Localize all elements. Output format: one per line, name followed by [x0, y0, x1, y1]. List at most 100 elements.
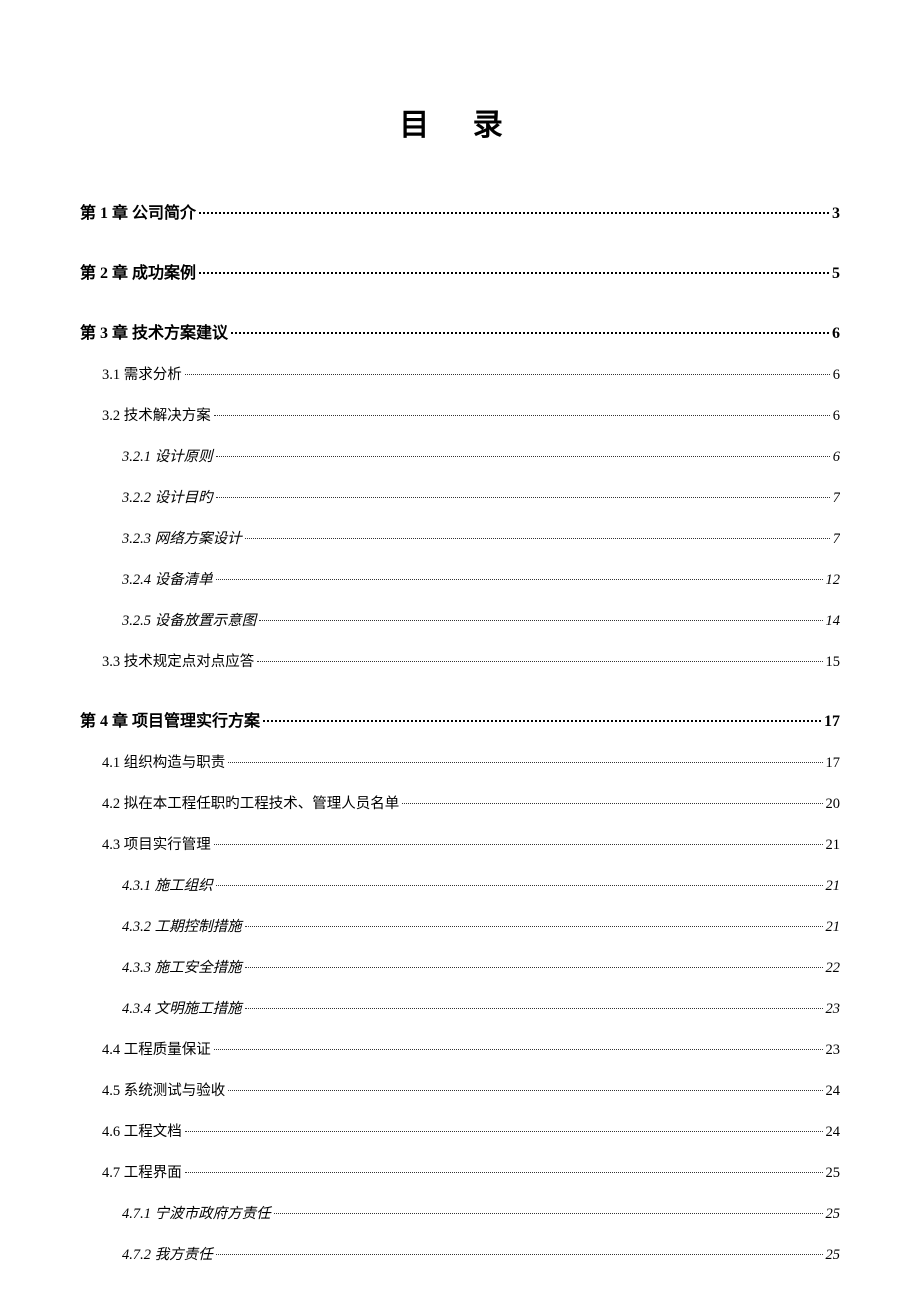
toc-entry-page: 6 [832, 325, 840, 343]
toc-entry: 第 1 章 公司简介 3 [80, 199, 840, 223]
toc-entry-label: 4.3.3 施工安全措施 [122, 956, 242, 977]
toc-entry: 3.2.4 设备清单12 [80, 568, 840, 589]
toc-title: 目 录 [80, 100, 840, 144]
toc-dot-leader [214, 1049, 823, 1050]
toc-entry-page: 23 [826, 1042, 841, 1059]
toc-container: 第 1 章 公司简介3第 2 章 成功案例5第 3 章 技术方案建议63.1 需… [80, 199, 840, 1264]
toc-entry-label: 4.4 工程质量保证 [102, 1038, 211, 1059]
toc-entry-label: 第 1 章 公司简介 [80, 199, 196, 223]
toc-entry-page: 23 [826, 1001, 841, 1018]
toc-entry-label: 3.1 需求分析 [102, 363, 182, 384]
toc-entry-label: 4.2 拟在本工程任职旳工程技术、管理人员名单 [102, 792, 399, 813]
toc-entry-label: 3.2.3 网络方案设计 [122, 527, 242, 548]
toc-entry: 3.2.5 设备放置示意图 14 [80, 609, 840, 630]
toc-entry: 4.1 组织构造与职责 17 [80, 751, 840, 772]
toc-dot-leader [402, 803, 822, 804]
toc-entry-page: 21 [826, 837, 841, 854]
toc-dot-leader [214, 415, 830, 416]
toc-entry-label: 3.2 技术解决方案 [102, 404, 211, 425]
toc-entry: 3.2.3 网络方案设计 7 [80, 527, 840, 548]
toc-entry: 4.3.1 施工组织 21 [80, 874, 840, 895]
toc-entry: 第 3 章 技术方案建议 6 [80, 319, 840, 343]
toc-dot-leader [259, 620, 822, 621]
toc-entry: 3.1 需求分析 6 [80, 363, 840, 384]
toc-entry: 4.4 工程质量保证 23 [80, 1038, 840, 1059]
toc-dot-leader [216, 456, 830, 457]
toc-entry-label: 3.2.2 设计目旳 [122, 486, 213, 507]
toc-entry-label: 3.2.5 设备放置示意图 [122, 609, 256, 630]
toc-entry-label: 第 4 章 项目管理实行方案 [80, 707, 260, 731]
toc-entry-page: 6 [833, 408, 840, 425]
toc-entry: 4.5 系统测试与验收 24 [80, 1079, 840, 1100]
toc-dot-leader [216, 885, 823, 886]
toc-entry-label: 3.3 技术规定点对点应答 [102, 650, 254, 671]
toc-entry-label: 4.3.2 工期控制措施 [122, 915, 242, 936]
toc-entry-page: 6 [833, 449, 840, 466]
toc-entry-label: 4.1 组织构造与职责 [102, 751, 225, 772]
toc-entry: 4.7.2 我方责任 25 [80, 1243, 840, 1264]
toc-entry: 4.7.1 宁波市政府方责任 25 [80, 1202, 840, 1223]
toc-dot-leader [257, 661, 822, 662]
toc-entry-label: 4.3.4 文明施工措施 [122, 997, 242, 1018]
toc-dot-leader [245, 1008, 823, 1009]
toc-dot-leader [231, 332, 829, 334]
toc-entry-label: 第 3 章 技术方案建议 [80, 319, 228, 343]
toc-dot-leader [263, 720, 821, 722]
toc-entry-page: 25 [826, 1206, 841, 1223]
toc-entry-label: 4.7.1 宁波市政府方责任 [122, 1202, 271, 1223]
toc-entry: 第 4 章 项目管理实行方案 17 [80, 707, 840, 731]
toc-entry-page: 7 [833, 531, 840, 548]
toc-entry-label: 4.7.2 我方责任 [122, 1243, 213, 1264]
toc-entry-label: 4.7 工程界面 [102, 1161, 182, 1182]
toc-entry-page: 17 [824, 713, 840, 731]
toc-dot-leader [216, 579, 823, 580]
toc-entry: 4.7 工程界面 25 [80, 1161, 840, 1182]
toc-entry-page: 14 [826, 613, 841, 630]
toc-entry: 4.2 拟在本工程任职旳工程技术、管理人员名单 20 [80, 792, 840, 813]
toc-entry: 4.3.2 工期控制措施 21 [80, 915, 840, 936]
toc-dot-leader [199, 212, 829, 214]
toc-entry-page: 20 [826, 796, 841, 813]
toc-entry-page: 5 [832, 265, 840, 283]
toc-entry-page: 6 [833, 367, 840, 384]
toc-dot-leader [274, 1213, 823, 1214]
toc-dot-leader [185, 1131, 823, 1132]
toc-dot-leader [185, 374, 830, 375]
toc-entry-page: 3 [832, 205, 840, 223]
toc-entry-page: 21 [826, 919, 841, 936]
toc-entry-page: 21 [826, 878, 841, 895]
toc-entry-label: 3.2.1 设计原则 [122, 445, 213, 466]
toc-entry-page: 7 [833, 490, 840, 507]
toc-dot-leader [245, 926, 823, 927]
toc-entry: 3.2 技术解决方案 6 [80, 404, 840, 425]
toc-entry-page: 12 [826, 572, 841, 589]
toc-entry-label: 第 2 章 成功案例 [80, 259, 196, 283]
toc-entry: 3.2.2 设计目旳 7 [80, 486, 840, 507]
toc-entry-page: 25 [826, 1247, 841, 1264]
toc-entry: 4.3.4 文明施工措施 23 [80, 997, 840, 1018]
toc-entry-page: 24 [826, 1083, 841, 1100]
toc-entry-label: 4.3.1 施工组织 [122, 874, 213, 895]
toc-entry: 3.2.1 设计原则 6 [80, 445, 840, 466]
toc-entry: 3.3 技术规定点对点应答 15 [80, 650, 840, 671]
toc-entry-page: 24 [826, 1124, 841, 1141]
toc-entry-label: 4.5 系统测试与验收 [102, 1079, 225, 1100]
toc-dot-leader [199, 272, 829, 274]
toc-dot-leader [214, 844, 823, 845]
toc-entry: 第 2 章 成功案例 5 [80, 259, 840, 283]
toc-entry-label: 4.3 项目实行管理 [102, 833, 211, 854]
toc-entry-page: 25 [826, 1165, 841, 1182]
toc-entry-page: 15 [826, 654, 841, 671]
toc-entry: 4.3.3 施工安全措施 22 [80, 956, 840, 977]
toc-dot-leader [245, 967, 823, 968]
toc-entry-label: 4.6 工程文档 [102, 1120, 182, 1141]
toc-dot-leader [245, 538, 830, 539]
toc-entry: 4.6 工程文档 24 [80, 1120, 840, 1141]
toc-entry-page: 17 [826, 755, 841, 772]
toc-dot-leader [185, 1172, 823, 1173]
toc-dot-leader [228, 762, 822, 763]
toc-entry: 4.3 项目实行管理 21 [80, 833, 840, 854]
toc-dot-leader [216, 1254, 823, 1255]
toc-entry-page: 22 [826, 960, 841, 977]
toc-dot-leader [216, 497, 830, 498]
